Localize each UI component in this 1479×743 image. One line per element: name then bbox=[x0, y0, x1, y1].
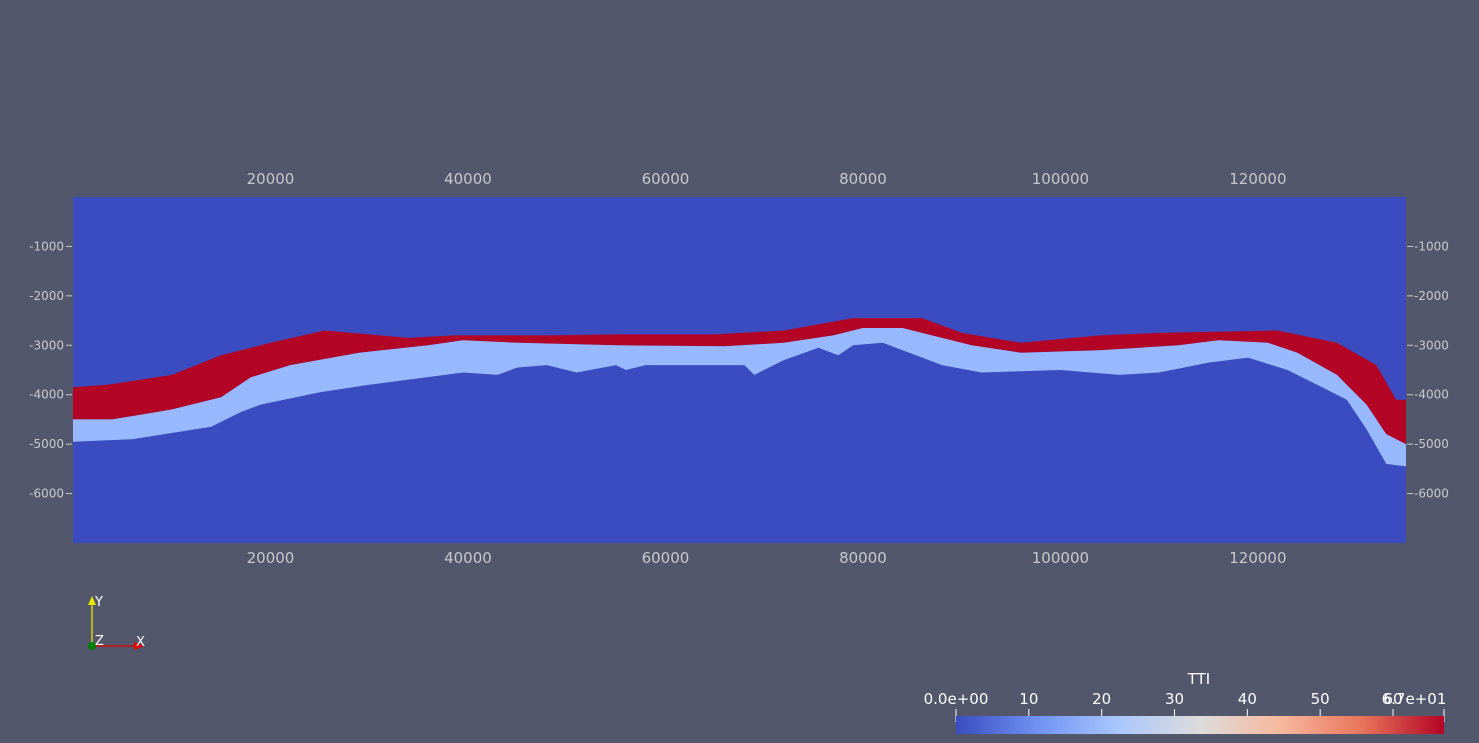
layer-group bbox=[73, 318, 1406, 467]
legend-tick-label: 60 bbox=[1383, 690, 1402, 708]
legend-color-bar bbox=[956, 716, 1444, 734]
legend-title: TTI bbox=[1187, 670, 1211, 688]
y-axis-right-labels: -1000 -2000 -3000 -4000 -5000 -6000 bbox=[1407, 239, 1449, 501]
y-tick-label-right: -3000 bbox=[1414, 338, 1449, 352]
x-tick-label-bottom: 60000 bbox=[642, 549, 690, 567]
legend-tick-label: 40 bbox=[1238, 690, 1257, 708]
y-axis-arrowhead bbox=[88, 596, 96, 605]
x-tick-label-top: 120000 bbox=[1229, 170, 1286, 188]
legend-tick-label: 50 bbox=[1311, 690, 1330, 708]
y-tick-label-right: -4000 bbox=[1414, 388, 1449, 402]
x-axis-bottom-labels: 20000 40000 60000 80000 100000 120000 bbox=[247, 549, 1287, 567]
y-tick-label-right: -5000 bbox=[1414, 437, 1449, 451]
x-tick-label-top: 80000 bbox=[839, 170, 887, 188]
x-axis-letter: X bbox=[136, 635, 145, 650]
y-tick-label-left: -3000 bbox=[29, 338, 64, 352]
y-tick-label-left: -6000 bbox=[29, 487, 64, 501]
x-tick-label-bottom: 80000 bbox=[839, 549, 887, 567]
x-axis-top-labels: 20000 40000 60000 80000 100000 120000 bbox=[247, 170, 1287, 188]
x-tick-label-bottom: 40000 bbox=[444, 549, 492, 567]
z-axis-letter: Z bbox=[95, 634, 104, 649]
color-legend: TTI 0.0e+00 10 20 30 40 50 606.7e+01 bbox=[924, 670, 1447, 734]
z-axis-dot bbox=[88, 642, 96, 650]
x-tick-label-bottom: 120000 bbox=[1229, 549, 1286, 567]
legend-tick-label: 30 bbox=[1165, 690, 1184, 708]
y-tick-label-left: -2000 bbox=[29, 289, 64, 303]
red-layer bbox=[73, 318, 1406, 445]
legend-tick-label: 10 bbox=[1019, 690, 1038, 708]
x-tick-label-top: 20000 bbox=[247, 170, 295, 188]
y-tick-label-right: -1000 bbox=[1414, 239, 1449, 253]
legend-ticks: 0.0e+00 10 20 30 40 50 606.7e+01 bbox=[924, 690, 1447, 722]
x-tick-label-top: 100000 bbox=[1032, 170, 1089, 188]
x-axis-arrowhead bbox=[134, 642, 144, 650]
y-tick-label-left: -1000 bbox=[29, 239, 64, 253]
legend-tick-label: 20 bbox=[1092, 690, 1111, 708]
y-axis-left-labels: -1000 -2000 -3000 -4000 -5000 -6000 bbox=[29, 239, 72, 501]
x-tick-label-top: 60000 bbox=[642, 170, 690, 188]
y-tick-label-left: -4000 bbox=[29, 388, 64, 402]
y-axis-letter: Y bbox=[94, 595, 103, 610]
y-tick-label-right: -6000 bbox=[1414, 487, 1449, 501]
legend-tick-label: 6.7e+01 bbox=[1382, 690, 1447, 708]
x-tick-label-bottom: 100000 bbox=[1032, 549, 1089, 567]
x-tick-label-bottom: 20000 bbox=[247, 549, 295, 567]
y-tick-label-right: -2000 bbox=[1414, 289, 1449, 303]
legend-tick-label: 0.0e+00 bbox=[924, 690, 989, 708]
y-tick-label-left: -5000 bbox=[29, 437, 64, 451]
orientation-axes-widget: Y Z X bbox=[88, 595, 145, 650]
x-tick-label-top: 40000 bbox=[444, 170, 492, 188]
light-layer bbox=[73, 328, 1406, 467]
